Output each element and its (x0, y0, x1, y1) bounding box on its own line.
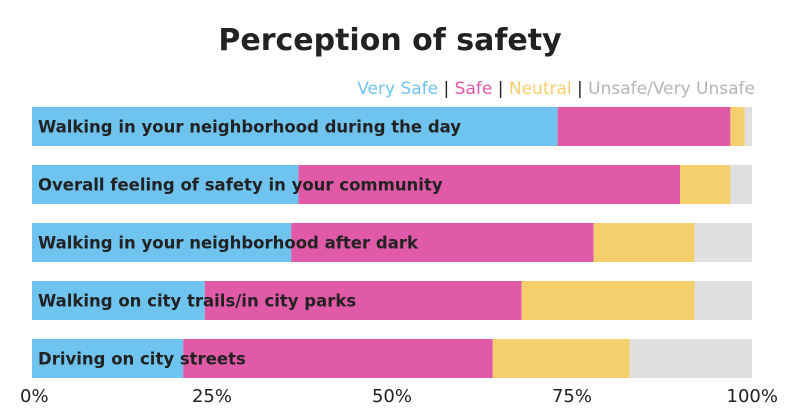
bar-labels-group: Walking in your neighborhood during the … (38, 118, 461, 369)
bar-unsafe-very-unsafe-4 (694, 281, 752, 320)
bar-neutral-4 (521, 281, 695, 320)
bar-unsafe-very-unsafe-3 (694, 223, 752, 262)
bar-very-safe-1 (32, 107, 558, 146)
bar-very-safe-3 (32, 223, 292, 262)
bar-neutral-1 (730, 107, 745, 146)
x-tick-label-50: 50% (372, 386, 412, 407)
legend-separator: | (438, 79, 455, 99)
bar-neutral-3 (593, 223, 695, 262)
x-tick-label-100: 100% (727, 386, 778, 407)
legend-separator: | (572, 79, 589, 99)
bar-neutral-5 (492, 339, 630, 378)
bar-safe-1 (557, 107, 731, 146)
legend-entry-unsafe-very-unsafe: Unsafe/Very Unsafe (588, 79, 755, 99)
bar-safe-2 (298, 165, 680, 204)
bar-very-safe-5 (32, 339, 184, 378)
category-label-4: Walking on city trails/in city parks (38, 292, 356, 311)
legend-entry-safe: Safe (455, 79, 493, 99)
category-label-1: Walking in your neighborhood during the … (38, 118, 461, 137)
x-tick-label-75: 75% (552, 386, 592, 407)
bar-safe-5 (183, 339, 493, 378)
legend-separator: | (492, 79, 509, 99)
category-label-3: Walking in your neighborhood after dark (38, 234, 419, 253)
bar-unsafe-very-unsafe-5 (629, 339, 752, 378)
chart-title: Perception of safety (218, 23, 562, 58)
bar-neutral-2 (680, 165, 731, 204)
x-tick-label-0: 0% (20, 386, 49, 407)
x-axis-ticks: 0% 25% 50% 75% 100% (20, 386, 778, 407)
bar-safe-3 (291, 223, 594, 262)
legend-entry-neutral: Neutral (509, 79, 572, 99)
bar-unsafe-very-unsafe-2 (730, 165, 752, 204)
bar-unsafe-very-unsafe-1 (744, 107, 752, 146)
x-tick-label-25: 25% (192, 386, 232, 407)
chart-legend: Very Safe | Safe | Neutral | Unsafe/Very… (357, 79, 755, 99)
bar-safe-4 (204, 281, 522, 320)
bars-group (32, 107, 752, 378)
bar-very-safe-4 (32, 281, 205, 320)
bar-very-safe-2 (32, 165, 299, 204)
legend-entry-very-safe: Very Safe (357, 79, 438, 99)
category-label-5: Driving on city streets (38, 350, 246, 369)
category-label-2: Overall feeling of safety in your commun… (38, 176, 443, 195)
